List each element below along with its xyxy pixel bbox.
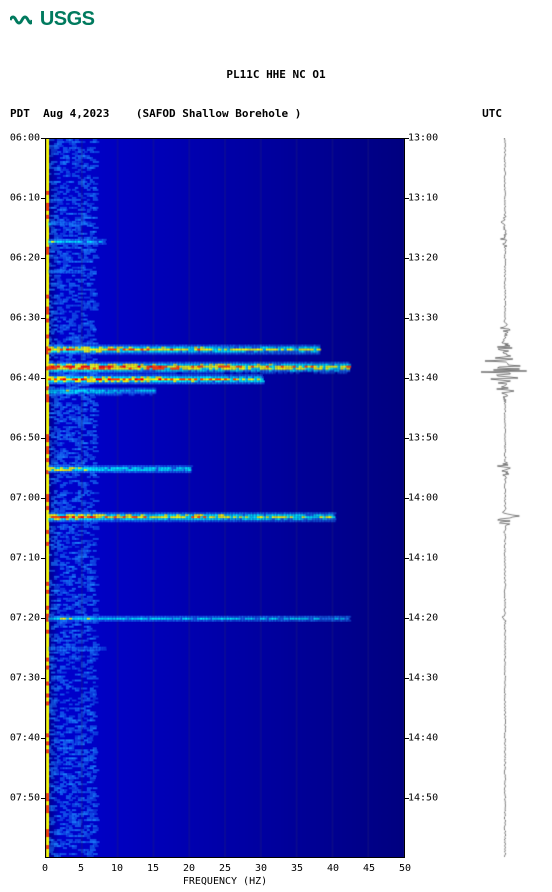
y-tick-left: 07:50: [0, 793, 40, 804]
y-tick-left: 06:00: [0, 133, 40, 144]
y-tick-left: 06:40: [0, 373, 40, 384]
y-tick-left: 07:10: [0, 553, 40, 564]
y-tick-right: 14:50: [408, 793, 438, 804]
y-tick-left: 06:20: [0, 253, 40, 264]
y-tick-right: 13:10: [408, 193, 438, 204]
y-tick-right: 14:10: [408, 553, 438, 564]
y-tick-left: 07:20: [0, 613, 40, 624]
x-tick: 45: [363, 863, 375, 874]
y-tick-right: 13:30: [408, 313, 438, 324]
x-tick: 50: [399, 863, 411, 874]
x-tick: 35: [291, 863, 303, 874]
y-tick-right: 14:30: [408, 673, 438, 684]
y-tick-right: 13:40: [408, 373, 438, 384]
tz-right: UTC: [482, 107, 502, 120]
chart-header: PL11C HHE NC O1 PDT Aug 4,2023 (SAFOD Sh…: [0, 42, 552, 133]
x-tick: 10: [111, 863, 123, 874]
logo-text: USGS: [40, 8, 95, 30]
tz-left: PDT: [10, 107, 30, 120]
x-tick: 30: [255, 863, 267, 874]
spectrogram: [45, 138, 405, 858]
x-tick: 20: [183, 863, 195, 874]
x-tick: 5: [78, 863, 84, 874]
station-name: (SAFOD Shallow Borehole ): [136, 107, 302, 120]
x-tick: 25: [219, 863, 231, 874]
wave-icon: [10, 9, 32, 34]
y-tick-right: 13:20: [408, 253, 438, 264]
x-tick: 0: [42, 863, 48, 874]
y-tick-right: 14:40: [408, 733, 438, 744]
y-tick-left: 06:10: [0, 193, 40, 204]
x-tick: 40: [327, 863, 339, 874]
y-tick-left: 06:30: [0, 313, 40, 324]
seismogram: [475, 138, 535, 858]
y-tick-right: 13:50: [408, 433, 438, 444]
usgs-logo: USGS: [0, 0, 552, 42]
x-tick: 15: [147, 863, 159, 874]
y-tick-left: 07:30: [0, 673, 40, 684]
y-tick-right: 14:00: [408, 493, 438, 504]
x-axis-label: FREQUENCY (HZ): [183, 876, 267, 887]
y-tick-left: 07:00: [0, 493, 40, 504]
y-tick-left: 07:40: [0, 733, 40, 744]
date: Aug 4,2023: [43, 107, 109, 120]
y-tick-right: 14:20: [408, 613, 438, 624]
y-tick-right: 13:00: [408, 133, 438, 144]
y-tick-left: 06:50: [0, 433, 40, 444]
station-code: PL11C HHE NC O1: [10, 68, 542, 81]
